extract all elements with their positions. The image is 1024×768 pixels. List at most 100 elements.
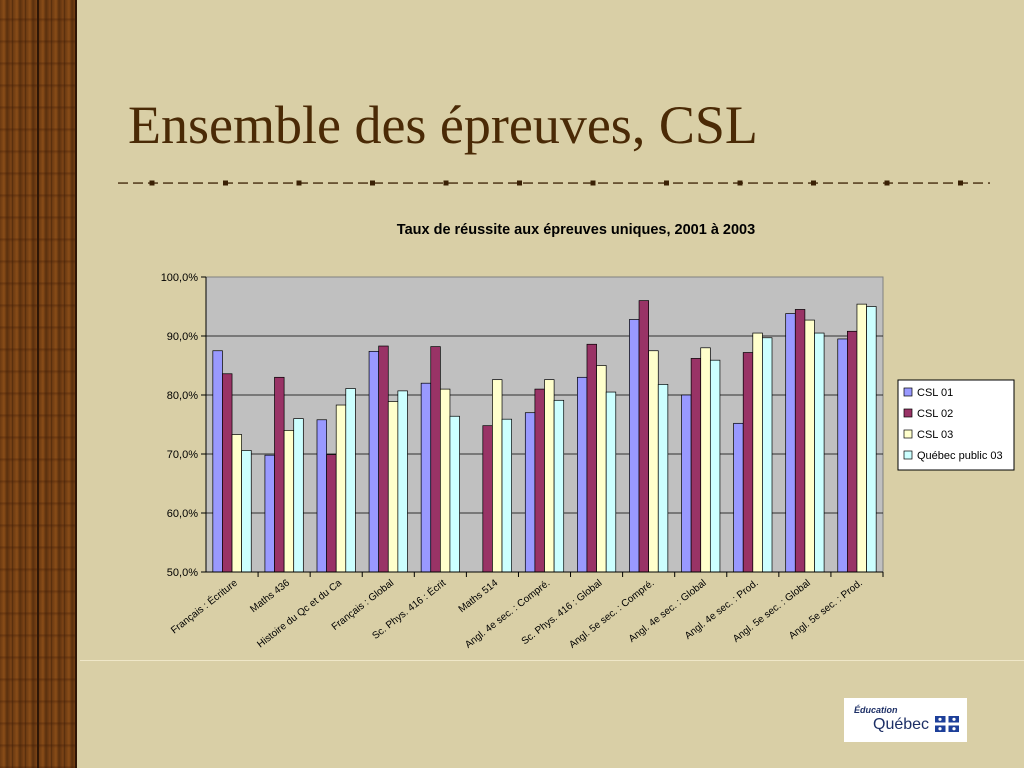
divider-dash	[868, 182, 878, 184]
legend: CSL 01 CSL 02 CSL 03 Québec public 03	[897, 379, 1015, 471]
divider-square	[370, 180, 375, 186]
divider-dash	[133, 182, 143, 184]
divider-dash	[913, 182, 923, 184]
bar	[482, 425, 493, 573]
legend-label: CSL 01	[917, 387, 953, 399]
bar	[387, 401, 399, 573]
divider-dash	[823, 182, 833, 184]
x-tick-label: Histoire du Qc et du Ca	[255, 577, 344, 650]
bar	[345, 388, 356, 573]
bar	[293, 418, 304, 573]
bar	[420, 382, 432, 573]
y-tick-label: 60,0%	[167, 508, 198, 520]
divider-dash	[763, 182, 773, 184]
bar	[274, 376, 285, 573]
logo-line-1: Éducation	[854, 705, 898, 715]
bar	[492, 379, 503, 573]
bar	[804, 319, 815, 573]
bar	[231, 434, 242, 573]
divider-dash	[703, 182, 713, 184]
divider-dash	[358, 182, 368, 184]
bar	[553, 399, 565, 573]
divider-dash	[748, 182, 758, 184]
divider-dash	[628, 182, 638, 184]
divider-dash	[268, 182, 278, 184]
divider-dash	[523, 182, 533, 184]
x-tick-label: Angl. 4e sec. : Compré.	[463, 578, 552, 651]
title-divider	[118, 180, 990, 186]
chart-title: Taux de réussite aux épreuves uniques, 2…	[397, 222, 755, 238]
legend-label: Québec public 03	[917, 450, 1003, 462]
bar	[690, 358, 702, 573]
divider-square	[884, 180, 890, 186]
bar	[814, 332, 825, 573]
divider-dash	[928, 182, 938, 184]
divider-square	[223, 180, 228, 186]
bar	[264, 454, 275, 573]
divider-dash	[418, 182, 428, 184]
divider-square	[296, 180, 302, 186]
legend-swatch	[903, 387, 913, 397]
divider-dash	[328, 182, 338, 184]
divider-dash	[388, 182, 398, 184]
bar	[762, 337, 773, 573]
divider-dash	[538, 182, 548, 184]
divider-dash	[973, 182, 983, 184]
y-tick-label: 80,0%	[167, 390, 198, 402]
divider-dash	[988, 182, 990, 184]
divider-dash	[898, 182, 908, 184]
bar	[681, 394, 692, 573]
bar	[856, 303, 867, 573]
legend-label: CSL 02	[917, 408, 953, 420]
divider-square	[811, 180, 816, 186]
bar	[700, 347, 711, 573]
y-tick-label: 70,0%	[167, 449, 198, 461]
logo-line-2: Québec	[873, 716, 930, 733]
divider-dash	[838, 182, 848, 184]
divider-dash	[403, 182, 413, 184]
background-rule	[80, 660, 1024, 661]
divider-dash	[793, 182, 803, 184]
bar	[335, 404, 347, 573]
bar	[794, 309, 806, 573]
bar	[397, 390, 408, 573]
divider-dash	[553, 182, 563, 184]
x-tick-label: Français : Écriture	[168, 576, 240, 636]
education-quebec-logo: Éducation Québec	[844, 698, 967, 742]
plot-area: 50,0% 60,0% 70,0% 80,0% 90,0% 100,0% Français …	[161, 272, 884, 651]
divider-dash	[298, 182, 308, 184]
bar	[430, 346, 441, 573]
bar	[733, 422, 744, 573]
quebec-flag-icon	[935, 716, 959, 732]
bar	[326, 454, 337, 573]
divider-dash	[118, 182, 128, 184]
x-tick-label: Maths 514	[457, 577, 501, 615]
wood-border	[0, 0, 77, 768]
chart: Taux de réussite aux épreuves uniques, 2…	[161, 222, 1015, 651]
divider-dash	[943, 182, 953, 184]
divider-dash	[238, 182, 248, 184]
divider-square	[149, 180, 155, 186]
bar	[742, 352, 754, 573]
bar	[577, 376, 588, 573]
legend-swatch	[903, 408, 913, 418]
bar	[596, 365, 607, 573]
y-tick-label: 90,0%	[167, 331, 198, 343]
wood-border-seam	[37, 0, 39, 768]
divider-dash	[493, 182, 503, 184]
bar	[534, 388, 545, 573]
divider-dash	[208, 182, 218, 184]
bar	[837, 338, 848, 573]
y-tick-label: 50,0%	[167, 567, 198, 579]
divider-dash	[613, 182, 623, 184]
divider-dash	[283, 182, 293, 184]
bar	[524, 412, 536, 573]
divider-dash	[253, 182, 263, 184]
legend-swatch	[903, 429, 913, 439]
bar	[316, 419, 327, 573]
divider-square	[590, 180, 596, 186]
divider-dash	[448, 182, 458, 184]
x-tick-label: Maths 436	[248, 577, 292, 615]
legend-box	[897, 379, 1015, 471]
x-tick-label: Angl. 5e sec. : Compré.	[567, 578, 656, 651]
